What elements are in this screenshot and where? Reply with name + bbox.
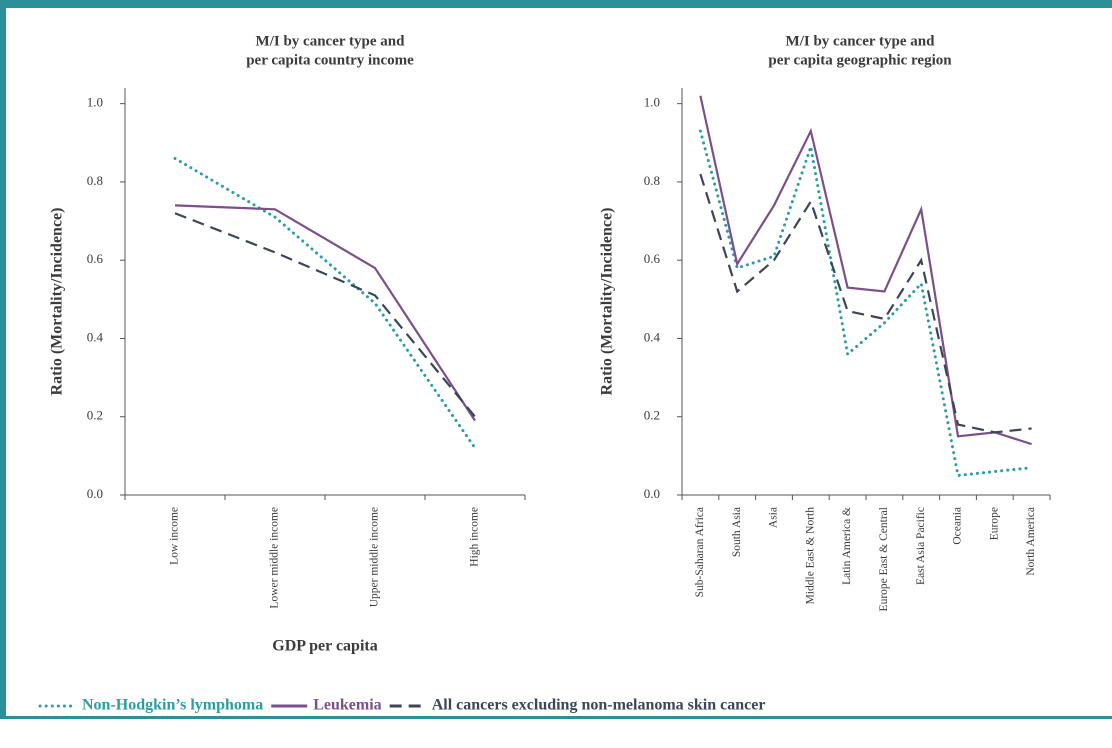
y-axis-label: Ratio (Mortality/Incidence)	[49, 208, 66, 396]
x-tick-label: North America	[1025, 507, 1037, 576]
x-tick-label: High income	[469, 507, 481, 567]
series-line	[699, 95, 1032, 446]
legend-label: All cancers excluding non-melanoma skin …	[432, 697, 766, 714]
series-line	[698, 129, 1034, 478]
x-tick-label: Europe East & Central	[878, 507, 890, 611]
series-line	[173, 156, 477, 450]
bottom-border	[0, 716, 1112, 719]
y-tick-label: 0.2	[644, 408, 660, 423]
x-tick-label: South Asia	[731, 507, 743, 557]
y-tick-label: 0.4	[87, 329, 104, 344]
series-line	[699, 173, 1032, 434]
x-tick-label: Middle East & North	[804, 507, 816, 605]
y-tick-label: 1.0	[87, 95, 103, 110]
x-tick-label: Oceania	[952, 507, 964, 545]
x-tick-label: Asia	[768, 507, 780, 528]
x-tick-label: East Asia Pacific	[915, 507, 927, 585]
chart-title: per capita geographic region	[768, 52, 952, 68]
x-axis-label: GDP per capita	[272, 638, 377, 655]
top-border	[0, 0, 1112, 8]
y-tick-label: 0.6	[644, 251, 661, 266]
series-line	[174, 204, 476, 422]
chart-title: M/I by cancer type and	[786, 33, 936, 49]
series-line	[174, 212, 476, 418]
chart-title: M/I by cancer type and	[256, 33, 406, 49]
y-tick-label: 0.8	[644, 173, 660, 188]
x-tick-label: Upper middle income	[369, 507, 381, 607]
x-tick-label: Low income	[169, 507, 181, 565]
chart-title: per capita country income	[246, 52, 414, 68]
x-tick-label: Latin America &	[841, 507, 853, 585]
y-tick-label: 0.2	[87, 408, 103, 423]
y-tick-label: 1.0	[644, 95, 660, 110]
y-tick-label: 0.6	[87, 251, 104, 266]
y-tick-label: 0.0	[87, 486, 103, 501]
legend-label: Leukemia	[313, 697, 381, 714]
y-axis-label: Ratio (Mortality/Incidence)	[599, 208, 616, 396]
y-tick-label: 0.4	[644, 329, 661, 344]
left-border	[0, 0, 6, 718]
x-tick-label: Sub-Saharan Africa	[694, 507, 706, 597]
y-tick-label: 0.0	[644, 486, 660, 501]
legend-label: Non-Hodgkin’s lymphoma	[82, 697, 263, 714]
x-tick-label: Europe	[988, 507, 1000, 540]
x-tick-label: Lower middle income	[269, 507, 281, 609]
y-tick-label: 0.8	[87, 173, 103, 188]
